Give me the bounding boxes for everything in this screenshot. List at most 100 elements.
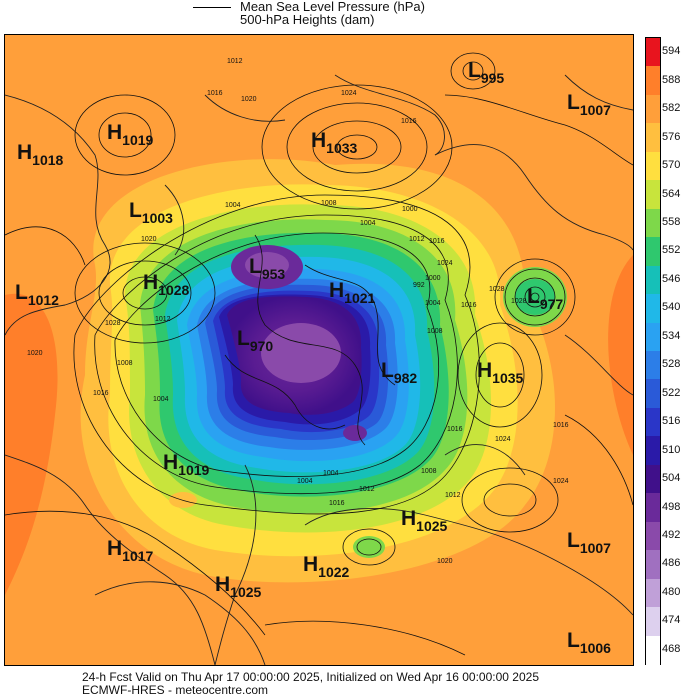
colorbar-swatch xyxy=(646,521,660,551)
low-pressure-center: L953 xyxy=(249,255,285,282)
colorbar-swatch xyxy=(646,94,660,124)
isobar-label: 1000 xyxy=(402,206,418,213)
isobar-label: 1012 xyxy=(155,316,171,323)
isobar-label: 1012 xyxy=(227,58,243,65)
chart-legend: Mean Sea Level Pressure (hPa) 500-hPa He… xyxy=(0,0,681,34)
colorbar-swatch xyxy=(646,578,660,608)
mslp-legend-label: Mean Sea Level Pressure (hPa) xyxy=(240,0,425,14)
height-band-480-core xyxy=(261,323,341,383)
isobar-label: 992 xyxy=(413,282,425,289)
colorbar-swatch xyxy=(646,237,660,267)
colorbar-level-label: 570 xyxy=(662,159,681,172)
isobar-label: 1028 xyxy=(105,320,121,327)
isobar-label: 1016 xyxy=(207,90,223,97)
height-band-552-east-low xyxy=(515,279,555,315)
isobar-label: 1008 xyxy=(421,468,437,475)
high-pressure-center: H1019 xyxy=(107,121,154,148)
colorbar-level-label: 588 xyxy=(662,73,681,86)
isobars xyxy=(5,52,633,656)
isobar-label: 1028 xyxy=(489,286,505,293)
mslp-line-swatch xyxy=(193,7,231,8)
high-pressure-center: H1021 xyxy=(329,279,376,306)
high-pressure-center: H1019 xyxy=(163,451,210,478)
isobar-label: 1004 xyxy=(225,202,241,209)
colorbar-level-label: 552 xyxy=(662,244,681,257)
colorbar-swatch xyxy=(646,407,660,437)
isobar-label: 1016 xyxy=(429,238,445,245)
colorbar-level-label: 486 xyxy=(662,557,681,570)
low-pressure-center: L1003 xyxy=(129,199,173,226)
isobar-label: 1004 xyxy=(297,478,313,485)
high-pressure-center: H1017 xyxy=(107,537,154,564)
colorbar-level-label: 468 xyxy=(662,642,681,655)
isobar-label: 1016 xyxy=(401,118,417,125)
colorbar-level-label: 564 xyxy=(662,187,681,200)
colorbar-level-label: 558 xyxy=(662,215,681,228)
isobar-label: 1008 xyxy=(427,328,443,335)
colorbar-swatch xyxy=(646,464,660,494)
colorbar-level-label: 516 xyxy=(662,415,681,428)
height-band-594-east xyxy=(608,255,633,455)
isobar-label: 1004 xyxy=(153,396,169,403)
weather-map[interactable]: H1019 H1018 L1003 H1033 L995 L1007 L1012 H1028 L… xyxy=(4,34,634,666)
colorbar-swatch xyxy=(646,322,660,352)
isobar-label: 1024 xyxy=(341,90,357,97)
isobar-label: 1016 xyxy=(553,422,569,429)
isobar-label: 1020 xyxy=(241,96,257,103)
colorbar-level-label: 534 xyxy=(662,329,681,342)
colorbar-swatch xyxy=(646,550,660,580)
heights-legend-label: 500-hPa Heights (dam) xyxy=(240,12,375,27)
colorbar-level-label: 528 xyxy=(662,358,681,371)
colorbar-level-label: 510 xyxy=(662,443,681,456)
colorbar-swatch xyxy=(646,123,660,153)
colorbar-swatch xyxy=(646,66,660,96)
low-pressure-center: L977 xyxy=(527,285,563,312)
colorbar-swatch xyxy=(646,151,660,181)
height-band-492-southeast xyxy=(343,425,367,441)
colorbar-level-label: 546 xyxy=(662,272,681,285)
isobar-label: 1024 xyxy=(553,478,569,485)
high-pressure-center: H1018 xyxy=(17,141,64,168)
source-credit: ECMWF-HRES - meteocentre.com xyxy=(82,683,269,697)
colorbar-level-label: 492 xyxy=(662,528,681,541)
colorbar-swatch xyxy=(646,294,660,324)
low-pressure-center: L1012 xyxy=(15,281,59,308)
forecast-validity-text: 24-h Fcst Valid on Thu Apr 17 00:00:00 2… xyxy=(82,670,539,684)
height-colorbar xyxy=(645,37,661,665)
high-pressure-center: H1025 xyxy=(401,507,448,534)
high-pressure-center: H1022 xyxy=(303,553,350,580)
isobar-label: 1012 xyxy=(445,492,461,499)
colorbar-swatch xyxy=(646,635,660,665)
isobar-label: 1008 xyxy=(117,360,133,367)
high-pressure-center: H1025 xyxy=(215,573,262,600)
colorbar-level-label: 522 xyxy=(662,386,681,399)
colorbar-swatch xyxy=(646,265,660,295)
colorbar-swatch xyxy=(646,208,660,238)
isobar-label: 1016 xyxy=(461,302,477,309)
isobar-label: 1000 xyxy=(425,275,441,282)
isobar-label: 1012 xyxy=(409,236,425,243)
colorbar-level-label: 504 xyxy=(662,472,681,485)
isobar-label: 1020 xyxy=(141,236,157,243)
height-band-582-west xyxy=(5,293,58,595)
low-pressure-center: L995 xyxy=(468,59,504,86)
low-pressure-center: L970 xyxy=(237,327,273,354)
isobar-label: 1008 xyxy=(321,200,337,207)
high-pressure-center: H1035 xyxy=(477,359,524,386)
colorbar-level-label: 576 xyxy=(662,130,681,143)
colorbar-swatch xyxy=(646,379,660,409)
isobar-label: 1024 xyxy=(495,436,511,443)
isobar-label: 1004 xyxy=(323,470,339,477)
colorbar-level-label: 480 xyxy=(662,585,681,598)
colorbar-level-label: 498 xyxy=(662,500,681,513)
colorbar-level-label: 540 xyxy=(662,301,681,314)
isobar-label: 1020 xyxy=(437,558,453,565)
isobar-label: 1024 xyxy=(437,260,453,267)
high-pressure-center: H1028 xyxy=(143,271,190,298)
colorbar-level-label: 474 xyxy=(662,614,681,627)
colorbar-swatch xyxy=(646,493,660,523)
isobar-label: 1004 xyxy=(425,300,441,307)
isobar-label: 1004 xyxy=(360,220,376,227)
colorbar-level-label: 582 xyxy=(662,102,681,115)
low-pressure-center: L1007 xyxy=(567,91,611,118)
